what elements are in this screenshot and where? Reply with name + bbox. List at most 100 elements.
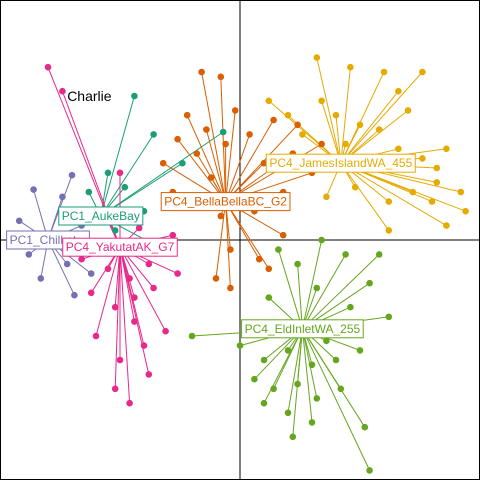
spoke-line [114,247,121,389]
data-point [63,260,71,268]
data-point [78,255,85,263]
data-point [68,171,76,179]
data-point [294,380,301,388]
data-point [121,183,129,191]
data-point [356,347,364,354]
data-point [323,193,330,201]
data-point [111,303,119,311]
data-point [462,207,469,215]
group-label-box [62,237,178,257]
spoke-line [100,131,224,217]
group-label-text: PC4_EldInletWA_255 [245,322,361,336]
data-point [265,265,273,273]
spoke-line [340,71,423,164]
data-point [347,303,354,311]
group-label-text: PC4_BellaBellaBC_G2 [164,195,287,209]
data-point [183,111,191,119]
data-point [385,198,393,205]
data-point [308,419,316,426]
spoke-line [316,57,342,164]
data-point [395,145,402,153]
data-point [342,251,349,258]
data-point [25,251,33,258]
data-point [332,356,340,364]
spoke-line [340,90,399,164]
spoke-line [225,134,251,202]
data-point [212,275,220,282]
data-point [227,284,234,292]
group-label-box [241,319,364,339]
spoke-line [301,328,371,471]
data-point [37,275,45,282]
data-point [174,135,181,143]
group-label-text: PC1_AukeBay [62,209,140,223]
spoke-line [301,328,366,428]
data-point [111,385,119,393]
group-label-box [160,192,291,212]
data-point [385,227,393,234]
data-point [366,279,373,287]
data-point [188,332,196,340]
data-point [179,159,186,167]
group-labels: PC1_Chilkat...PC1_AukeBayPC4_YakutatAK_G… [6,153,416,339]
spoke-line [263,328,303,404]
data-point [284,111,292,119]
data-point [361,423,369,431]
spoke-line [301,239,323,329]
data-point [159,159,167,167]
data-point [111,227,119,234]
data-point [44,63,52,71]
spoke-line [119,247,131,404]
data-point [150,131,157,138]
data-point [299,131,306,138]
data-point [443,222,450,229]
spoke-line [340,162,447,227]
data-point [279,231,287,239]
spoke-line [186,114,227,202]
data-point [366,467,373,474]
spoke-line [225,110,236,202]
data-point [87,270,95,277]
data-point [140,342,148,349]
data-point [150,284,157,292]
data-point [217,73,225,81]
data-point [145,371,153,378]
data-point [265,294,273,301]
spoke-line [225,119,275,202]
data-point [193,150,201,157]
data-point [255,255,263,263]
data-point [222,140,229,148]
data-point [294,260,301,268]
data-point [126,399,133,407]
data-point [198,68,205,76]
data-point [380,68,388,76]
group-label-text: PC4_YakutatAK_G7 [66,240,175,254]
data-point [116,356,124,364]
data-point [265,97,273,105]
data-point [294,121,301,129]
data-point [251,375,258,383]
spoke-line [177,138,226,202]
data-point [275,246,282,253]
data-point [323,337,330,345]
data-point [246,131,253,138]
group-label: PC4_JamesIslandWA_455 [265,153,416,173]
spoke-line [119,246,167,332]
spoke-line [225,201,231,289]
data-point [104,265,112,273]
group-label-box [265,153,416,173]
data-point [85,188,93,196]
data-point [443,145,450,153]
data-point [347,63,354,71]
data-point [236,342,244,349]
data-point [313,395,321,402]
data-point [260,399,268,407]
spoke-line [302,254,380,330]
data-point [375,251,383,258]
spoke-line [297,263,303,329]
data-point [308,361,316,369]
data-point [203,126,210,133]
data-point [174,270,181,277]
spoke-line [225,143,322,203]
